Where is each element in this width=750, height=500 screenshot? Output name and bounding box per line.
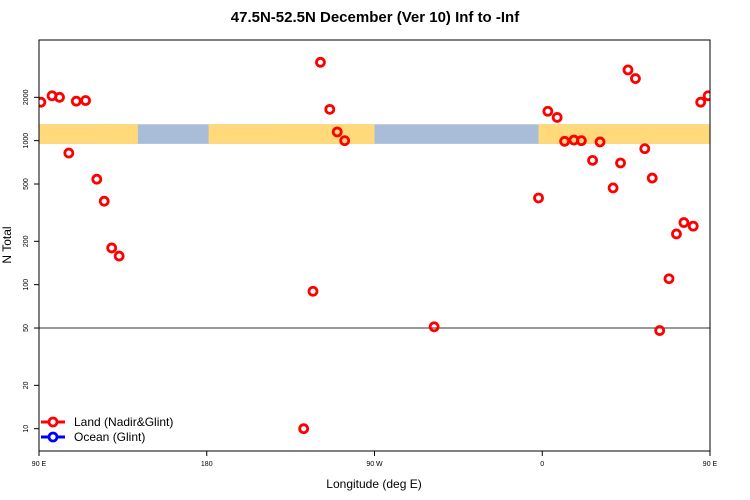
data-point [542, 105, 554, 117]
data-point [331, 126, 343, 138]
x-tick-label: 90 W [366, 461, 383, 468]
data-point [594, 136, 606, 148]
legend-label: Ocean (Glint) [74, 430, 145, 444]
x-tick-label: 180 [201, 461, 213, 468]
data-point [91, 173, 103, 185]
legend-marker [47, 431, 59, 443]
data-point [339, 135, 351, 147]
x-tick-label: 0 [540, 461, 544, 468]
data-point [551, 112, 563, 123]
data-point [559, 135, 571, 147]
data-point [630, 73, 641, 84]
data-point [298, 423, 310, 435]
data-point [671, 228, 682, 240]
land-band-segment [538, 124, 710, 144]
y-tick-label: 1000 [23, 133, 30, 149]
data-point [721, 149, 729, 157]
land-band-segment [0, 124, 39, 144]
data-point [575, 135, 587, 147]
y-tick-label: 100 [23, 279, 30, 291]
data-point [687, 220, 699, 232]
data-point [324, 103, 336, 115]
data-point [713, 93, 721, 101]
legend-label: Land (Nadir&Glint) [74, 415, 173, 429]
data-point [106, 242, 118, 254]
chart-title: 47.5N-52.5N December (Ver 10) Inf to -In… [230, 9, 520, 26]
data-point [80, 95, 91, 106]
legend: Land (Nadir&Glint)Ocean (Glint) [41, 415, 173, 444]
land-ocean-band [0, 124, 710, 144]
data-point [663, 273, 675, 285]
data-point [639, 143, 651, 155]
data-point [695, 96, 707, 108]
y-axis-label: N Total [0, 226, 14, 263]
data-point [738, 97, 746, 105]
data-point [622, 64, 634, 76]
x-axis-ticks: 90 E 180 90 W 0 90 E [32, 451, 718, 468]
plot-frame [38, 39, 711, 452]
legend-marker [47, 416, 59, 428]
data-point [98, 195, 110, 207]
data-point [646, 172, 658, 184]
data-point [678, 217, 690, 228]
data-points [39, 56, 746, 435]
land-band-segment [100, 124, 138, 144]
legend-entry: Ocean (Glint) [41, 430, 145, 444]
y-tick-label: 500 [23, 178, 30, 190]
data-point [607, 182, 619, 194]
data-point [702, 90, 710, 102]
y-tick-label: 20 [23, 381, 30, 389]
data-point [533, 192, 544, 204]
y-tick-label: 10 [23, 425, 30, 433]
data-point [615, 157, 626, 169]
y-tick-label: 50 [23, 324, 30, 332]
legend-entry: Land (Nadir&Glint) [41, 415, 173, 429]
y-tick-label: 200 [23, 235, 30, 247]
data-point [428, 321, 440, 333]
x-axis-label: Longitude (deg E) [326, 477, 421, 491]
data-point [63, 147, 75, 159]
data-point [39, 96, 47, 108]
y-tick-label: 2000 [23, 89, 30, 105]
y-axis-ticks: 10 20 50 100 200 500 1000 2000 [23, 89, 39, 433]
data-point [728, 97, 736, 105]
data-point [54, 91, 65, 103]
data-point [307, 285, 319, 297]
data-point [654, 325, 666, 336]
data-point [315, 56, 326, 68]
data-point [587, 154, 598, 166]
data-point [113, 250, 125, 262]
data-point [70, 95, 82, 107]
x-tick-label: 90 E [32, 461, 47, 468]
x-tick-label: 90 E [703, 461, 718, 468]
